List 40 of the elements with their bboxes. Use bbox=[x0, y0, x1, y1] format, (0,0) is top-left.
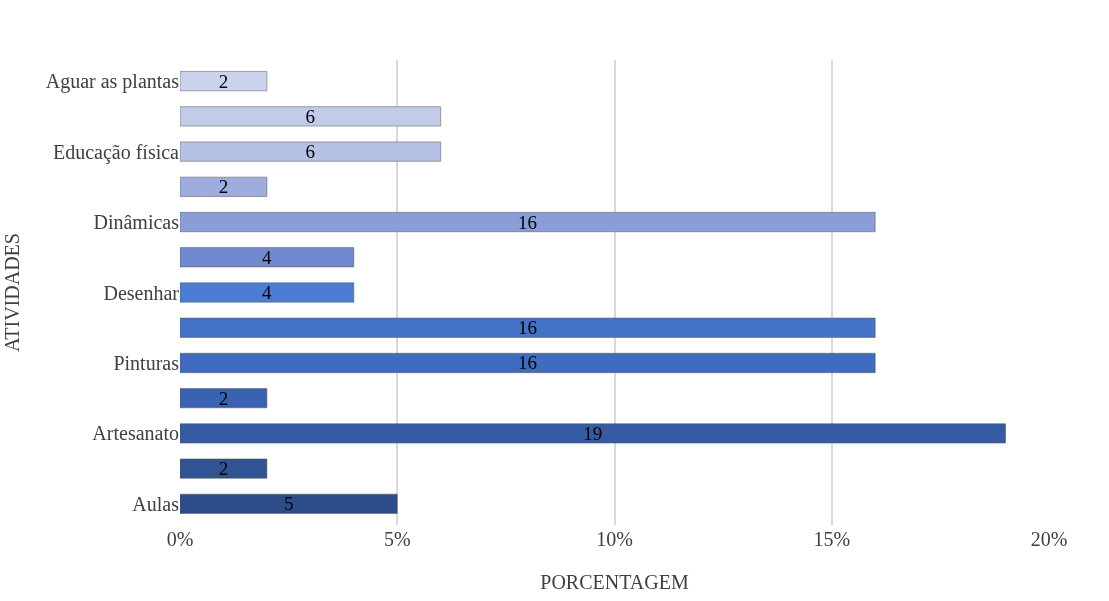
data-label: 2 bbox=[218, 387, 229, 409]
data-label: 16 bbox=[518, 352, 538, 374]
data-label: 16 bbox=[518, 211, 538, 233]
x-axis-title: PORCENTAGEM bbox=[540, 570, 689, 593]
bar bbox=[180, 388, 268, 409]
bar bbox=[180, 106, 441, 127]
bar bbox=[180, 247, 355, 268]
x-tick-label: 10% bbox=[596, 528, 633, 550]
y-tick-label: Aguar as plantas bbox=[45, 70, 180, 94]
bar bbox=[180, 212, 876, 232]
bar bbox=[180, 282, 355, 303]
y-tick-label: Pinturas bbox=[113, 351, 180, 374]
x-tick-label: 0% bbox=[166, 528, 194, 550]
data-label: 16 bbox=[518, 317, 538, 339]
bar bbox=[180, 458, 268, 479]
data-label: 19 bbox=[583, 422, 603, 444]
bar bbox=[180, 317, 876, 338]
data-label: 4 bbox=[261, 282, 272, 303]
bar bbox=[180, 141, 441, 162]
data-label: 6 bbox=[305, 105, 316, 127]
y-tick-label: Aulas bbox=[132, 492, 180, 515]
data-label: 2 bbox=[218, 70, 229, 92]
y-tick-label: Desenhar bbox=[103, 281, 180, 304]
data-label: 6 bbox=[305, 141, 316, 163]
data-label: 5 bbox=[283, 493, 294, 515]
x-tick-label: 5% bbox=[383, 528, 411, 550]
x-tick-label: 15% bbox=[813, 528, 851, 550]
bar bbox=[180, 71, 268, 92]
bar bbox=[180, 353, 876, 373]
bar bbox=[180, 176, 268, 197]
data-label: 2 bbox=[218, 176, 229, 198]
bar bbox=[180, 493, 398, 514]
y-tick-label: Dinâmicas bbox=[93, 211, 180, 234]
data-label: 4 bbox=[261, 246, 272, 268]
x-tick-label: 20% bbox=[1030, 528, 1068, 550]
bar bbox=[180, 423, 1006, 444]
data-label: 2 bbox=[218, 458, 229, 480]
y-axis-title: ATIVIDADES bbox=[1, 233, 24, 352]
y-tick-label: Educação física bbox=[52, 140, 180, 164]
y-tick-label: Artesanato bbox=[92, 422, 179, 445]
